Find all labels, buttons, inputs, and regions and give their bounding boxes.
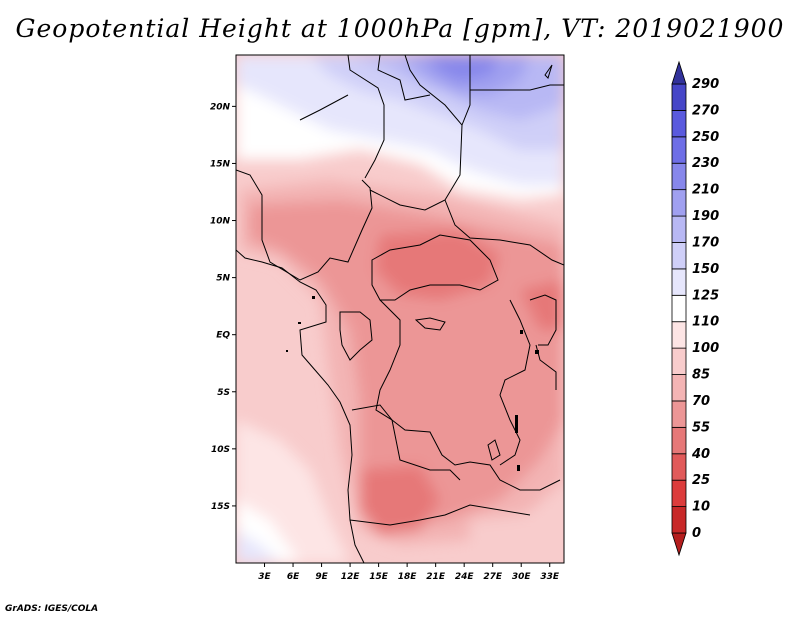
colorbar-segment: [671, 532, 687, 557]
lon-tick-label: 9E: [315, 572, 328, 582]
colorbar-segment: [671, 242, 687, 270]
colorbar-segment: [671, 83, 687, 111]
colorbar-label: 55: [692, 420, 710, 435]
colorbar-label: 170: [692, 235, 719, 250]
colorbar-segment: [671, 426, 687, 455]
colorbar-segment: [671, 268, 687, 296]
colorbar-label: 270: [692, 103, 719, 118]
colorbar-segment: [671, 189, 687, 217]
colorbar-segment: [671, 374, 687, 402]
lon-tick-label: 12E: [341, 572, 361, 582]
colorbar-label: 70: [692, 394, 710, 409]
latitude-axis: 20N 15N 10N 5N EQ 5S 10S 15S: [210, 102, 236, 512]
lat-tick-label: EQ: [216, 331, 230, 341]
lat-tick-label: 15N: [210, 159, 231, 169]
colorbar-label: 110: [692, 315, 719, 330]
colorbar-label: 100: [692, 341, 719, 356]
longitude-axis: 3E 6E 9E 12E 15E 18E 21E 24E 27E 30E 33E: [258, 563, 560, 582]
colorbar-segment: [671, 215, 687, 243]
colorbar-segment: [671, 400, 687, 428]
lon-tick-label: 15E: [369, 572, 389, 582]
grads-credit: GrADS: IGES/COLA: [5, 604, 99, 614]
lat-tick-label: 5N: [216, 274, 230, 284]
colorbar-segment: [671, 110, 687, 138]
colorbar-segment: [671, 60, 687, 85]
colorbar-segment: [671, 506, 687, 534]
colorbar-segment: [671, 162, 687, 191]
colorbar-label: 125: [692, 288, 719, 303]
colorbar-segment: [671, 136, 687, 164]
colorbar: 0 10 25 40 55 70 85 100 110 125 150 170 190 210 230 250…: [671, 60, 719, 557]
colorbar-label: 290: [692, 77, 719, 92]
colorbar-label: 190: [692, 209, 719, 224]
geopotential-height-field: [236, 55, 564, 563]
lon-tick-label: 6E: [287, 572, 300, 582]
lat-tick-label: 10N: [210, 217, 231, 227]
map-frame: [235, 54, 565, 564]
colorbar-segment: [671, 294, 687, 323]
lat-tick-label: 20N: [210, 102, 231, 112]
colorbar-label: 230: [692, 156, 719, 171]
lat-tick-label: 10S: [211, 445, 230, 455]
lon-tick-label: 30E: [512, 572, 532, 582]
colorbar-label: 85: [692, 368, 710, 383]
chart-title: Geopotential Height at 1000hPa [gpm], VT…: [15, 14, 785, 43]
colorbar-label: 250: [692, 130, 719, 145]
lon-tick-label: 18E: [398, 572, 418, 582]
colorbar-segment: [671, 347, 687, 375]
colorbar-label: 40: [691, 447, 710, 462]
lat-tick-label: 5S: [217, 388, 230, 398]
lon-tick-label: 21E: [426, 572, 446, 582]
colorbar-segment: [671, 453, 687, 481]
lon-tick-label: 27E: [483, 572, 503, 582]
lat-tick-label: 15S: [211, 502, 230, 512]
colorbar-label: 25: [692, 473, 710, 488]
lon-tick-label: 3E: [258, 572, 271, 582]
colorbar-label: 150: [692, 262, 719, 277]
colorbar-segment: [671, 479, 687, 507]
colorbar-label: 210: [692, 183, 719, 198]
colorbar-label: 10: [692, 500, 710, 515]
colorbar-label: 0: [692, 526, 701, 541]
colorbar-segment: [671, 321, 687, 349]
lon-tick-label: 24E: [455, 572, 475, 582]
lon-tick-label: 33E: [540, 572, 560, 582]
